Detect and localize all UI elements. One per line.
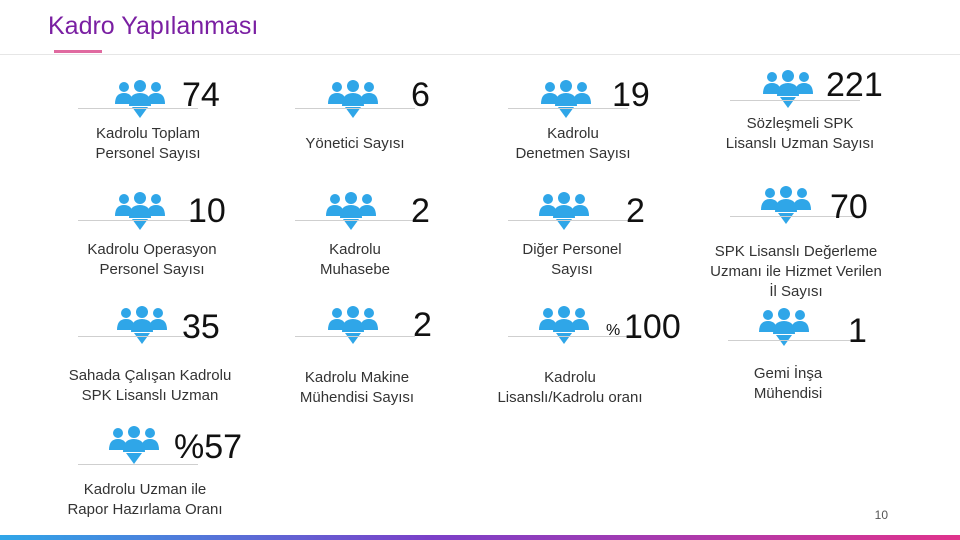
stat-value: %57 <box>174 428 243 466</box>
stat-label: Kadrolu Lisanslı/Kadrolu oranı <box>497 369 643 406</box>
stat-label: Kadrolu Makine Mühendisi Sayısı <box>299 369 415 406</box>
stat-divider <box>78 108 198 109</box>
bottom-accent-bar <box>0 535 960 540</box>
people-group-icon <box>758 184 814 228</box>
stat-inspectors: 19 Kadrolu Denetmen Sayısı <box>470 72 680 182</box>
stat-report-ratio: %57 Kadrolu Uzman ile Rapor Hazırlama Or… <box>40 420 250 530</box>
people-group-icon <box>538 78 594 122</box>
stat-naval-engineer: 1 Gemi İnşa Mühendisi <box>690 300 900 410</box>
stat-value: 1 <box>848 312 867 350</box>
stat-divider <box>508 220 628 221</box>
stat-contract-experts: 221 Sözleşmeli SPK Lisanslı Uzman Sayısı <box>690 62 900 172</box>
stat-label: Kadrolu Uzman ile Rapor Hazırlama Oranı <box>67 481 223 518</box>
stat-value: 2 <box>413 306 432 344</box>
stat-divider <box>728 340 858 341</box>
stat-value: 10 <box>188 192 226 230</box>
stat-value: 19 <box>612 76 650 114</box>
people-group-icon <box>756 306 812 350</box>
stat-divider <box>295 108 415 109</box>
people-group-icon <box>114 304 170 348</box>
stat-operations-personnel: 10 Kadrolu Operasyon Personel Sayısı <box>40 186 250 296</box>
stat-value: 2 <box>626 192 645 230</box>
stat-divider <box>78 220 198 221</box>
page-number: 10 <box>874 508 888 522</box>
stat-divider <box>508 108 628 109</box>
stat-divider <box>78 464 198 465</box>
stat-divider <box>730 216 860 217</box>
stat-licensed-ratio: % 100 Kadrolu Lisanslı/Kadrolu oranı <box>470 300 681 410</box>
stat-label: Kadrolu Muhasebe <box>319 241 391 278</box>
title-underline <box>54 50 102 53</box>
stat-label: Diğer Personel Sayısı <box>522 241 622 278</box>
stat-value: 74 <box>182 76 220 114</box>
stat-divider <box>295 336 415 337</box>
stat-label: Gemi İnşa Mühendisi <box>753 365 823 402</box>
stat-label: Sahada Çalışan Kadrolu SPK Lisanslı Uzma… <box>68 367 232 404</box>
stat-divider <box>730 100 860 101</box>
stat-label: SPK Lisanslı Değerleme Uzmanı ile Hizmet… <box>710 243 882 300</box>
stat-value: 70 <box>830 188 868 226</box>
stat-divider <box>295 220 415 221</box>
stat-field-experts: 35 Sahada Çalışan Kadrolu SPK Lisanslı U… <box>40 300 250 410</box>
stat-other-personnel: 2 Diğer Personel Sayısı <box>470 186 680 296</box>
stat-value: 100 <box>624 308 681 346</box>
people-group-icon <box>536 190 592 234</box>
stat-managers: 6 Yönetici Sayısı <box>255 72 465 182</box>
people-group-icon <box>106 424 162 468</box>
people-group-icon <box>536 304 592 348</box>
people-group-icon <box>112 190 168 234</box>
stat-divider <box>78 336 198 337</box>
stat-mechanical-engineers: 2 Kadrolu Makine Mühendisi Sayısı <box>255 300 465 410</box>
stat-provinces-served: 70 SPK Lisanslı Değerleme Uzmanı ile Hiz… <box>690 180 900 300</box>
page-title: Kadro Yapılanması <box>48 12 259 40</box>
stat-label: Sözleşmeli SPK Lisanslı Uzman Sayısı <box>725 115 875 152</box>
stat-value: 35 <box>182 308 220 346</box>
people-group-icon <box>325 78 381 122</box>
stat-divider <box>508 336 628 337</box>
stat-value: 221 <box>826 66 883 104</box>
header-divider <box>0 54 960 55</box>
people-group-icon <box>760 68 816 112</box>
stat-accounting: 2 Kadrolu Muhasebe <box>255 186 465 296</box>
people-group-icon <box>323 190 379 234</box>
stat-label: Yönetici Sayısı <box>305 135 405 152</box>
stat-label: Kadrolu Denetmen Sayısı <box>515 125 631 162</box>
stat-label: Kadrolu Toplam Personel Sayısı <box>95 125 201 162</box>
percent-sign: % <box>606 322 621 339</box>
people-group-icon <box>112 78 168 122</box>
people-group-icon <box>325 304 381 348</box>
stat-label: Kadrolu Operasyon Personel Sayısı <box>87 241 217 278</box>
stat-value: 6 <box>411 76 430 114</box>
stat-total-personnel: 74 Kadrolu Toplam Personel Sayısı <box>40 72 250 182</box>
stat-value: 2 <box>411 192 430 230</box>
